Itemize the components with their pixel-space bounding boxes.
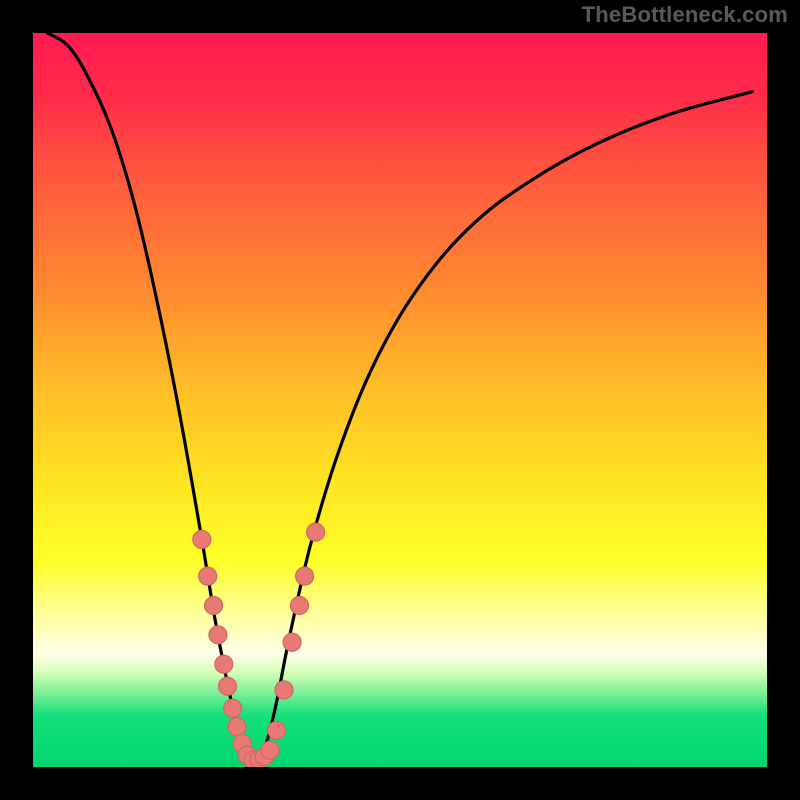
chart-background bbox=[33, 33, 767, 767]
data-marker bbox=[268, 721, 286, 739]
data-marker bbox=[224, 699, 242, 717]
data-marker bbox=[296, 567, 314, 585]
bottleneck-chart bbox=[0, 0, 800, 800]
data-marker bbox=[219, 677, 237, 695]
watermark-text: TheBottleneck.com bbox=[582, 2, 788, 28]
data-marker bbox=[290, 597, 308, 615]
data-marker bbox=[307, 523, 325, 541]
data-marker bbox=[228, 718, 246, 736]
data-marker bbox=[205, 597, 223, 615]
data-marker bbox=[275, 681, 293, 699]
data-marker bbox=[199, 567, 217, 585]
data-marker bbox=[193, 530, 211, 548]
data-marker bbox=[261, 741, 279, 759]
data-marker bbox=[215, 655, 233, 673]
data-marker bbox=[209, 626, 227, 644]
data-marker bbox=[283, 633, 301, 651]
